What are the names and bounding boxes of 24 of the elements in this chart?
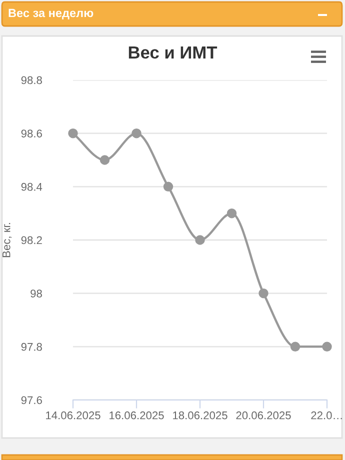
y-tick-label: 98.4 (21, 182, 42, 191)
y-tick-label: 98 (30, 290, 42, 298)
chart-title: Вес и ИМТ (128, 46, 218, 59)
point (163, 182, 174, 192)
x-tick-label: 16.06.2025 (110, 411, 164, 420)
point (322, 342, 332, 352)
y-axis-title: Вес, кг. (2, 223, 12, 258)
point (226, 208, 237, 218)
x-tick-label: 20.06.2025 (236, 411, 291, 420)
point (132, 128, 142, 138)
text: Вес за неделю (8, 8, 94, 20)
y-tick-label: 98.2 (21, 236, 42, 244)
x-tick-label: 22.0… (311, 411, 342, 420)
y-tick-label: 98.8 (21, 76, 42, 84)
x-tick-label: 14.06.2025 (46, 411, 100, 420)
point (100, 155, 110, 165)
point (68, 128, 78, 138)
y-tick-label: 97.6 (21, 396, 42, 404)
point (258, 288, 268, 298)
y-tick-label: 97.8 (21, 342, 42, 351)
y-tick-label: 98.6 (21, 130, 42, 138)
x-tick-label: 18.06.2025 (173, 411, 228, 420)
point (195, 235, 205, 245)
point (290, 342, 300, 352)
